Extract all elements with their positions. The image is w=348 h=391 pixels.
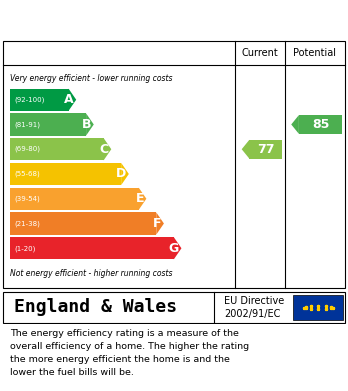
- Bar: [299, 115, 342, 134]
- Polygon shape: [104, 138, 111, 160]
- Text: (21-38): (21-38): [15, 220, 40, 227]
- Text: 77: 77: [257, 143, 275, 156]
- Text: (55-68): (55-68): [15, 171, 40, 177]
- Text: (1-20): (1-20): [15, 245, 36, 251]
- Text: Very energy efficient - lower running costs: Very energy efficient - lower running co…: [10, 74, 173, 83]
- Text: D: D: [116, 167, 126, 181]
- Bar: [10, 163, 121, 185]
- Text: E: E: [135, 192, 144, 205]
- Text: C: C: [100, 143, 109, 156]
- Bar: [10, 113, 86, 136]
- Text: Not energy efficient - higher running costs: Not energy efficient - higher running co…: [10, 269, 173, 278]
- Text: The energy efficiency rating is a measure of the
overall efficiency of a home. T: The energy efficiency rating is a measur…: [10, 329, 250, 377]
- Text: (92-100): (92-100): [15, 97, 45, 103]
- Text: Current: Current: [242, 48, 278, 57]
- Bar: [10, 89, 69, 111]
- Polygon shape: [69, 89, 76, 111]
- Text: (81-91): (81-91): [15, 121, 41, 128]
- Text: F: F: [153, 217, 161, 230]
- Bar: [293, 295, 343, 320]
- Text: EU Directive
2002/91/EC: EU Directive 2002/91/EC: [224, 296, 285, 319]
- Text: (69-80): (69-80): [15, 146, 41, 152]
- Text: 85: 85: [312, 118, 329, 131]
- Bar: [10, 188, 139, 210]
- Polygon shape: [291, 115, 299, 134]
- Text: B: B: [82, 118, 91, 131]
- Text: Energy Efficiency Rating: Energy Efficiency Rating: [7, 9, 276, 29]
- Bar: [10, 138, 104, 160]
- Text: A: A: [64, 93, 74, 106]
- Bar: [249, 140, 282, 159]
- Bar: [10, 212, 156, 235]
- Bar: [10, 237, 174, 259]
- Text: G: G: [169, 242, 179, 255]
- Text: Potential: Potential: [293, 48, 337, 57]
- Polygon shape: [121, 163, 129, 185]
- Text: England & Wales: England & Wales: [14, 298, 177, 316]
- Polygon shape: [156, 212, 164, 235]
- Polygon shape: [139, 188, 147, 210]
- Text: (39-54): (39-54): [15, 196, 40, 202]
- Polygon shape: [242, 140, 249, 159]
- Polygon shape: [174, 237, 181, 259]
- Polygon shape: [86, 113, 94, 136]
